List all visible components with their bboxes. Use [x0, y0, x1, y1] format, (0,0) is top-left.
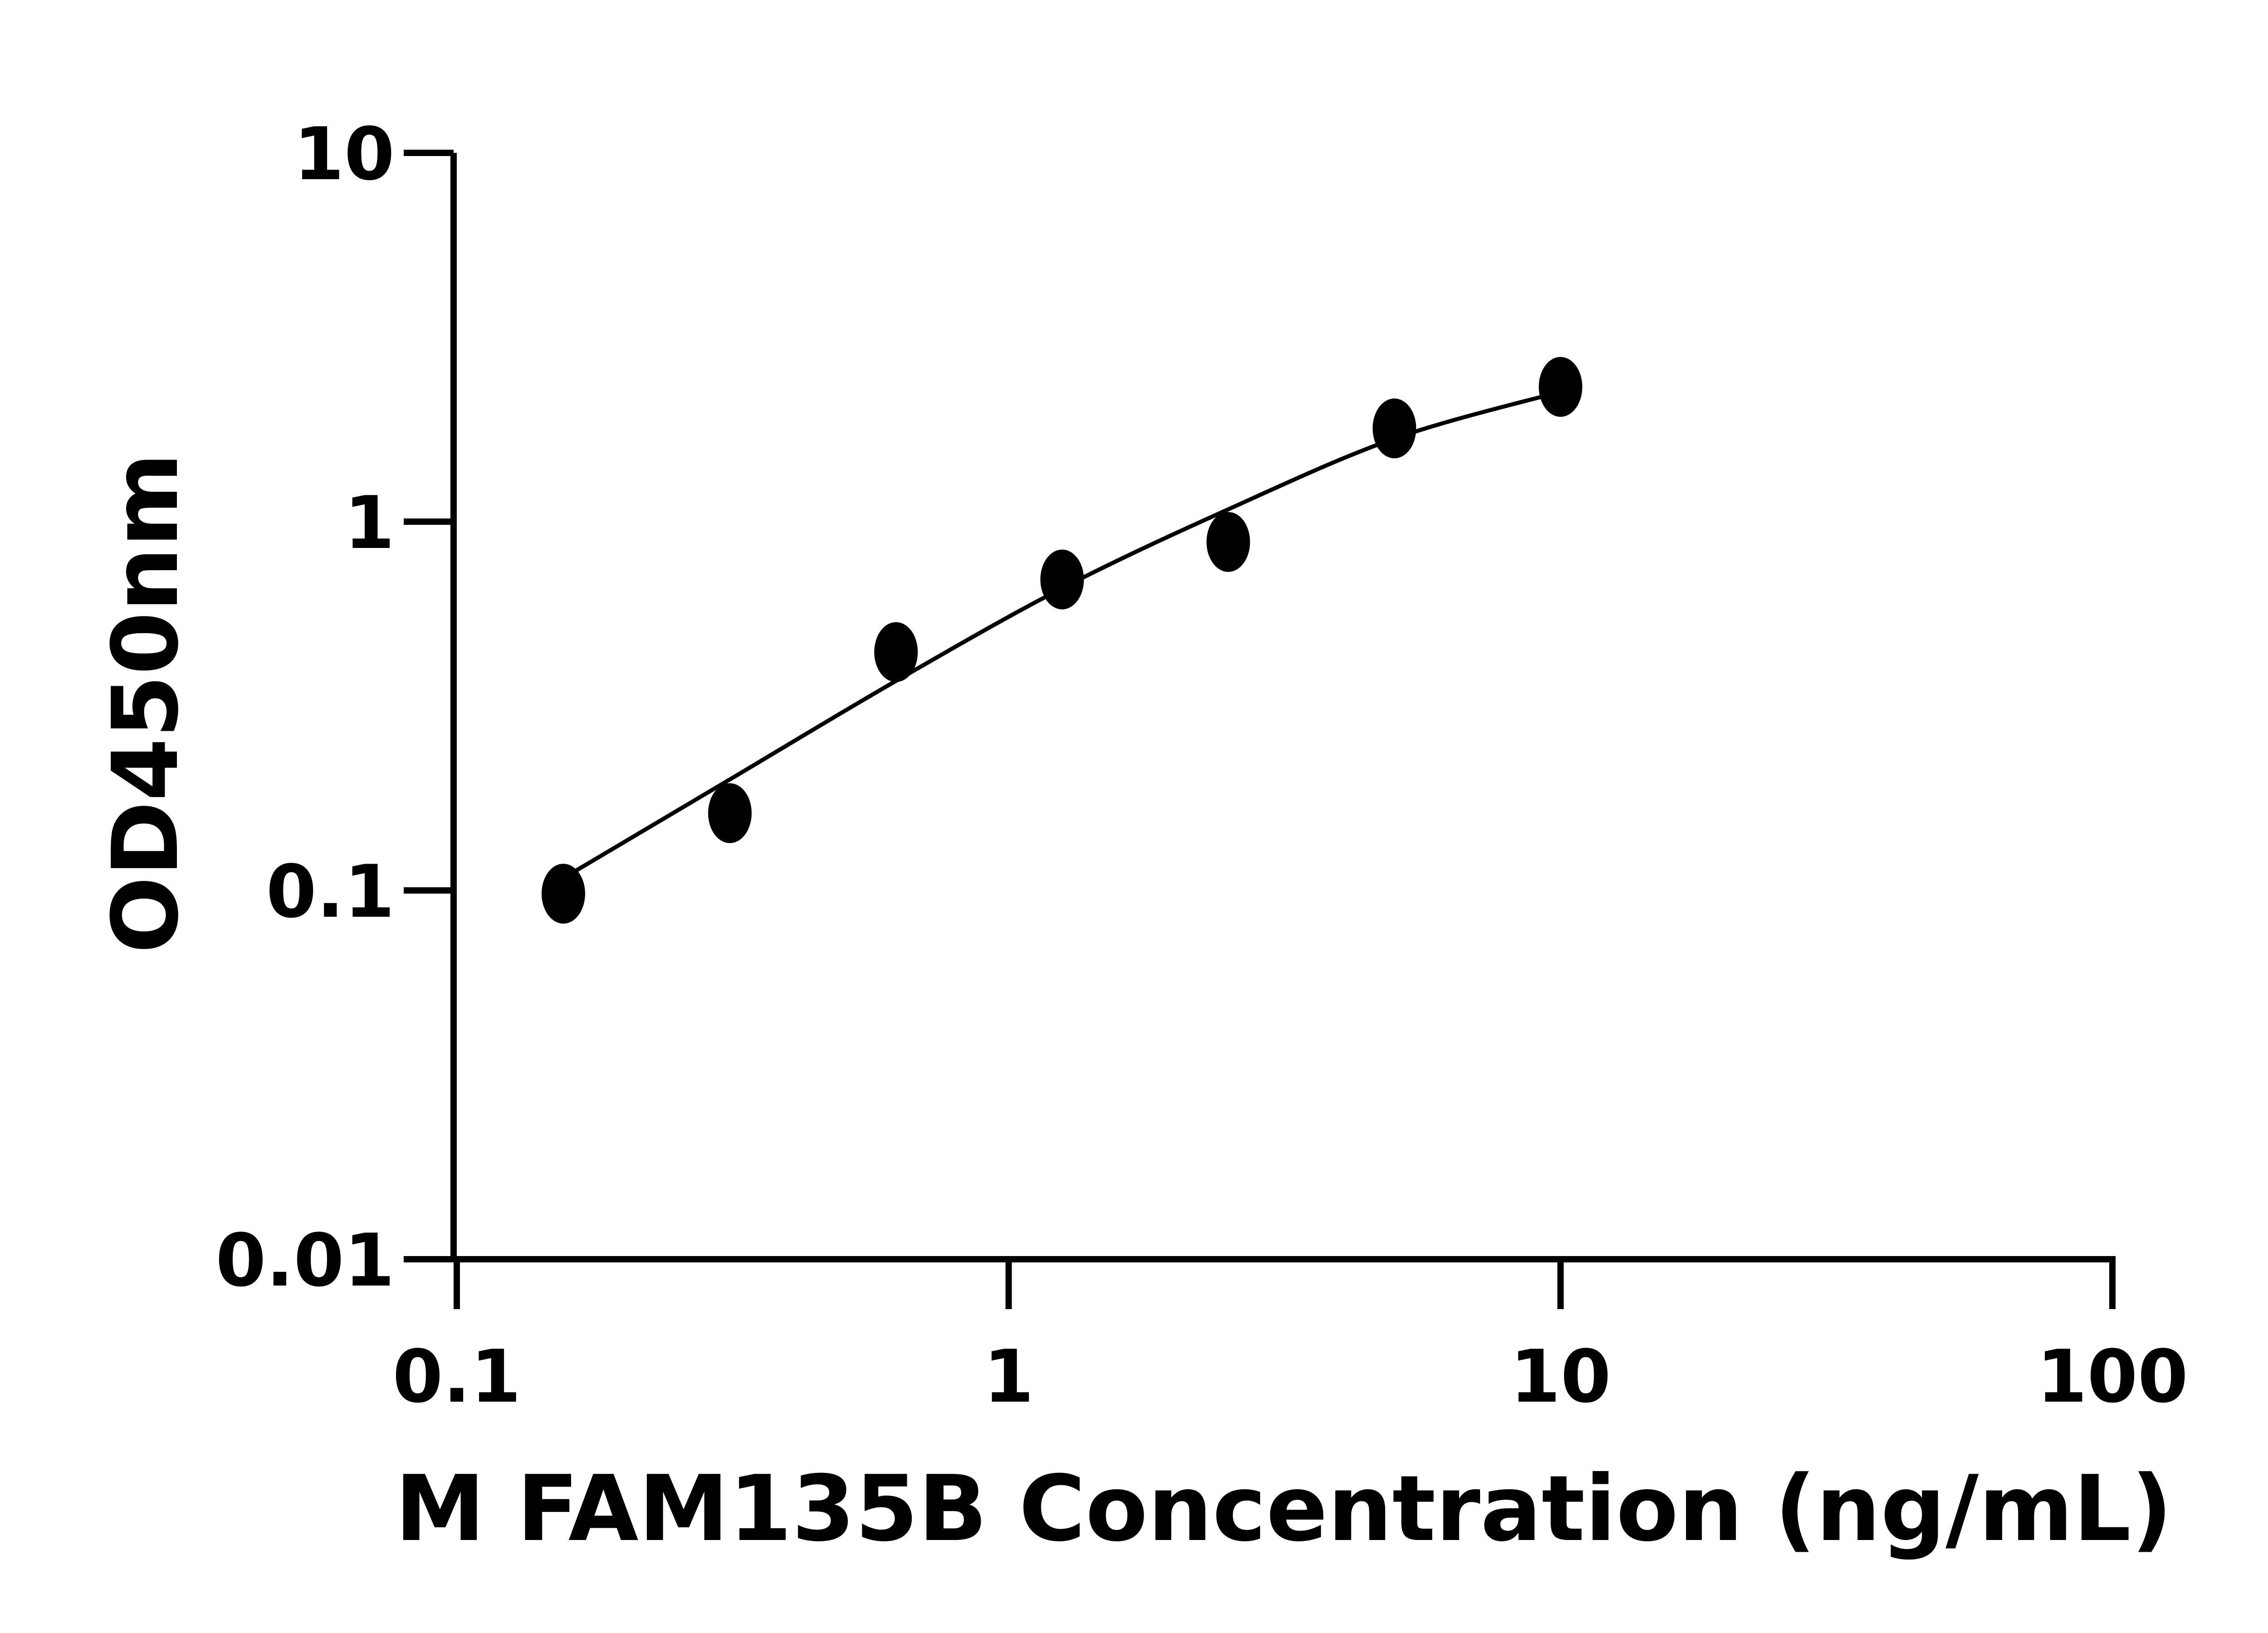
y-tick-label: 0.1: [266, 849, 395, 934]
x-tick-label: 0.1: [392, 1334, 521, 1419]
y-tick-label: 0.01: [215, 1218, 395, 1303]
x-tick-label: 100: [2037, 1334, 2188, 1419]
data-point: [541, 864, 585, 924]
data-point: [1539, 357, 1583, 417]
data-point: [874, 622, 918, 682]
y-tick-label: 10: [293, 112, 395, 196]
data-point: [708, 783, 752, 843]
y-tick-label: 1: [344, 480, 395, 565]
x-tick-label: 10: [1510, 1334, 1611, 1419]
data-point: [1373, 398, 1417, 459]
x-axis-label: M FAM135B Concentration (ng/mL): [395, 1456, 2173, 1562]
x-tick-label: 1: [983, 1334, 1034, 1419]
y-axis-label: OD450nm: [93, 453, 199, 953]
data-point: [1040, 549, 1084, 610]
data-point: [1206, 512, 1250, 572]
